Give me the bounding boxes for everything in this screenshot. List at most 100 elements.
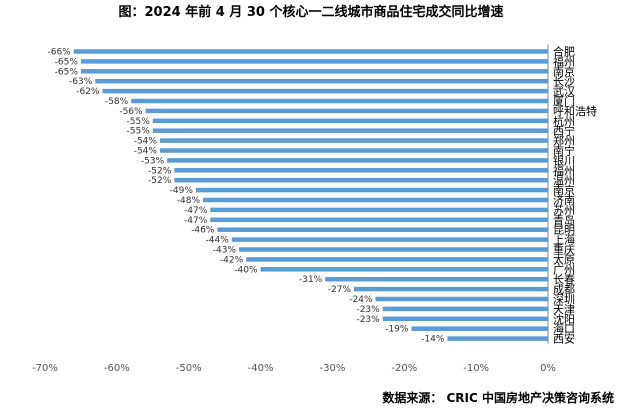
category-label-12: 福州 [553, 163, 575, 177]
source-note: 数据来源： CRIC 中国房地产决策咨询系统 [382, 390, 614, 405]
chart-title: 图：2024 年前 4 月 30 个核心一二线城市商品住宅成交同比增速 [119, 4, 504, 20]
x-tick-1: -60% [104, 363, 130, 374]
data-label-23: -31% [299, 275, 323, 285]
category-label-3: 长沙 [553, 75, 575, 88]
bar-19 [231, 237, 549, 242]
category-label-15: 济南 [553, 193, 575, 207]
data-label-17: -47% [184, 216, 208, 226]
data-label-18: -46% [191, 226, 215, 236]
data-label-1: -65% [55, 57, 79, 67]
category-label-23: 长春 [553, 273, 575, 286]
data-label-27: -23% [356, 315, 380, 325]
data-label-9: -54% [134, 137, 158, 147]
bar-24 [353, 286, 548, 292]
bar-15 [203, 197, 549, 203]
bar-23 [325, 276, 548, 282]
bar-5 [131, 98, 548, 104]
data-label-29: -14% [421, 335, 445, 345]
category-label-2: 南京 [553, 64, 575, 78]
data-label-16: -47% [184, 206, 208, 216]
bar-25 [375, 296, 548, 302]
bar-13 [174, 177, 549, 183]
category-label-10: 南宁 [553, 144, 575, 158]
data-label-11: -53% [141, 156, 165, 166]
category-label-6: 呼和浩特 [553, 104, 597, 118]
data-label-21: -42% [220, 255, 244, 265]
bar-28 [411, 326, 548, 331]
x-tick-6: -10% [463, 363, 489, 374]
bars-group [73, 49, 549, 341]
data-label-7: -55% [127, 117, 151, 127]
x-tick-3: -40% [248, 363, 274, 374]
bar-10 [159, 148, 548, 153]
bar-2 [80, 69, 548, 74]
category-label-25: 深圳 [553, 293, 575, 306]
data-labels-group: -66%-65%-65%-63%-62%-58%-56%-55%-55%-54%… [47, 48, 444, 345]
data-label-5: -58% [105, 97, 129, 107]
category-label-4: 武汉 [553, 85, 575, 98]
category-label-17: 青岛 [553, 213, 575, 227]
category-label-27: 沈阳 [553, 312, 575, 326]
data-label-13: -52% [148, 176, 172, 186]
bar-11 [167, 158, 548, 163]
x-axis-ticks: -70% -60% -50% -40% -30% -20% -10% 0% [32, 363, 556, 374]
bar-26 [382, 306, 548, 312]
category-label-21: 太原 [553, 253, 575, 266]
bar-9 [159, 138, 548, 143]
category-label-1: 福州 [553, 54, 575, 68]
bar-0 [73, 49, 548, 54]
data-label-24: -27% [328, 285, 352, 295]
data-label-28: -19% [385, 325, 409, 335]
data-label-4: -62% [76, 87, 100, 97]
category-label-16: 苏州 [553, 204, 575, 217]
bar-3 [95, 78, 549, 84]
data-label-14: -49% [170, 186, 194, 196]
category-label-7: 杭州 [553, 114, 575, 128]
category-label-11: 银川 [553, 153, 575, 167]
category-label-8: 西宁 [553, 124, 575, 138]
x-tick-7: 0% [540, 363, 556, 374]
bar-4 [102, 88, 548, 94]
bar-14 [195, 187, 548, 193]
data-label-26: -23% [356, 305, 380, 315]
category-label-29: 西安 [553, 332, 575, 346]
bar-22 [260, 267, 548, 272]
category-label-18: 昆明 [553, 224, 575, 237]
bar-17 [210, 217, 548, 223]
bar-16 [210, 207, 548, 213]
bar-18 [217, 227, 548, 232]
category-label-28: 海口 [553, 322, 575, 336]
x-tick-0: -70% [32, 363, 58, 374]
category-label-13: 温州 [553, 174, 575, 187]
x-tick-5: -20% [391, 363, 417, 374]
x-tick-4: -30% [320, 363, 346, 374]
bar-8 [152, 128, 549, 133]
data-label-2: -65% [55, 67, 79, 77]
bar-6 [145, 108, 548, 114]
bar-1 [80, 59, 548, 64]
bar-12 [174, 168, 549, 173]
category-label-14: 南京 [553, 183, 575, 197]
data-label-0: -66% [47, 48, 71, 58]
data-label-19: -44% [206, 236, 230, 246]
category-label-24: 成都 [553, 283, 575, 296]
category-labels-group: 合肥福州南京长沙武汉厦门呼和浩特杭州西宁郑州南宁银川福州温州南京济南苏州青岛昆明… [553, 45, 597, 346]
category-label-22: 广州 [553, 263, 575, 276]
data-label-8: -55% [127, 127, 151, 137]
data-label-12: -52% [148, 166, 172, 176]
x-tick-2: -50% [176, 363, 202, 374]
data-label-20: -43% [213, 246, 237, 256]
data-label-15: -48% [177, 196, 201, 206]
category-label-26: 天津 [553, 303, 575, 316]
bar-7 [152, 118, 549, 124]
category-label-19: 上海 [553, 233, 575, 247]
bar-27 [382, 316, 548, 322]
bar-21 [246, 257, 548, 262]
category-label-9: 郑州 [553, 134, 575, 148]
data-label-3: -63% [69, 77, 93, 87]
data-label-10: -54% [134, 147, 158, 157]
data-label-25: -24% [349, 295, 373, 305]
bar-20 [239, 247, 548, 252]
category-label-20: 重庆 [553, 243, 575, 257]
